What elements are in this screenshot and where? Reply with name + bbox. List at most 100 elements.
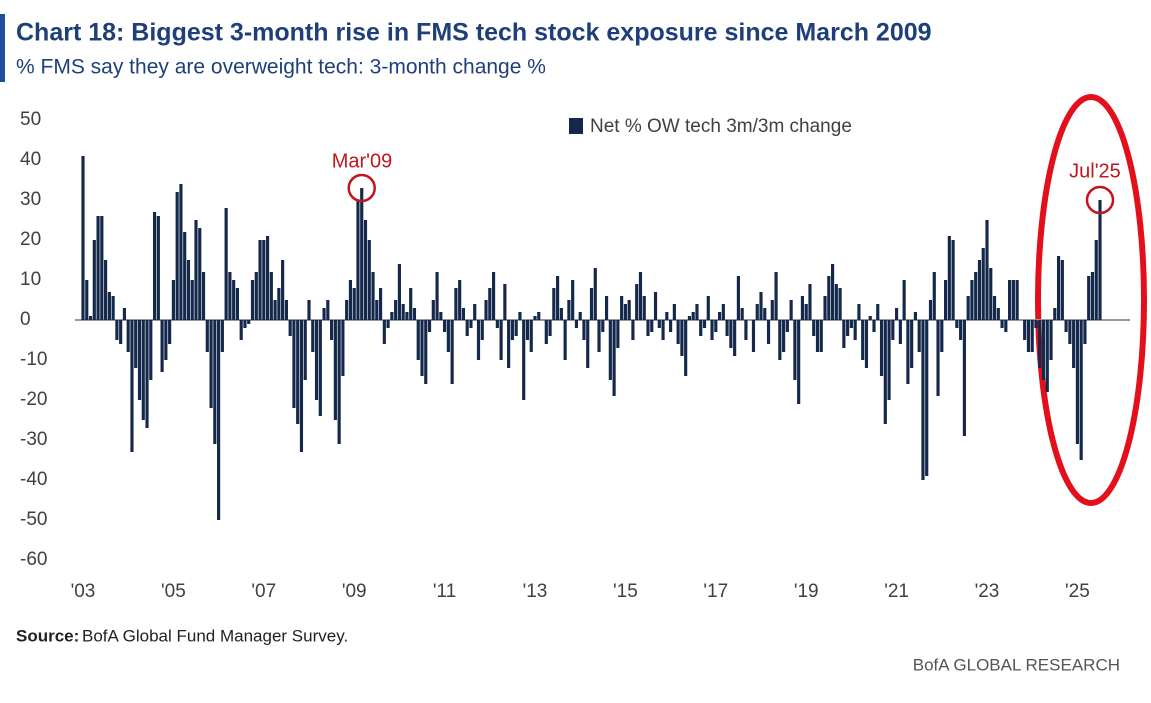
bar	[134, 320, 138, 368]
y-tick-label: 40	[20, 149, 41, 170]
bar	[676, 320, 680, 344]
bar	[604, 296, 609, 320]
bar	[906, 320, 910, 384]
bar	[405, 312, 409, 320]
bar	[247, 320, 251, 324]
bar	[846, 320, 850, 336]
bar	[928, 300, 933, 320]
bar	[443, 320, 447, 332]
bar	[544, 320, 548, 344]
bar	[857, 304, 861, 320]
bar	[465, 320, 469, 336]
bar	[522, 320, 526, 400]
bar	[940, 320, 944, 352]
bar	[1041, 320, 1046, 380]
bar	[687, 316, 692, 320]
bar	[797, 320, 801, 404]
bar	[378, 288, 383, 320]
bar	[152, 212, 157, 320]
bar	[770, 300, 774, 320]
bar	[363, 220, 368, 320]
bar	[250, 280, 255, 320]
bar	[488, 288, 492, 320]
bar	[420, 320, 424, 376]
bar	[684, 320, 688, 376]
bar	[635, 284, 639, 320]
x-tick-label: '19	[794, 581, 819, 602]
bar	[872, 320, 876, 332]
bar	[386, 320, 390, 328]
bar	[277, 288, 281, 320]
bar	[815, 320, 820, 352]
bar	[793, 320, 797, 380]
bar	[232, 280, 236, 320]
bar	[925, 320, 929, 476]
bar	[341, 320, 345, 376]
bar	[985, 220, 989, 320]
bar	[461, 308, 466, 320]
bar	[126, 320, 130, 352]
chart-title: Chart 18: Biggest 3-month rise in FMS te…	[16, 19, 932, 47]
brand: BofA GLOBAL RESEARCH	[913, 655, 1120, 674]
bar	[299, 320, 304, 452]
x-tick-label: '23	[975, 581, 1000, 602]
bar	[721, 304, 725, 320]
bar	[333, 320, 337, 420]
y-tick-label: 10	[20, 269, 41, 290]
x-tick-label: '25	[1065, 581, 1090, 602]
bar	[401, 304, 405, 320]
y-tick-label: -10	[20, 349, 47, 370]
bar	[947, 236, 951, 320]
bar	[262, 240, 266, 320]
y-tick-label: -20	[20, 389, 47, 410]
bar	[834, 284, 838, 320]
bar	[88, 316, 93, 320]
bar	[879, 320, 884, 376]
bar	[597, 320, 601, 352]
bar	[1034, 320, 1038, 328]
bar	[409, 288, 413, 320]
bar	[650, 320, 654, 332]
bar	[292, 320, 296, 408]
bar	[1090, 272, 1095, 320]
bar	[702, 320, 707, 328]
bar	[228, 272, 232, 320]
bar	[563, 320, 567, 360]
bar	[397, 264, 401, 320]
x-tick-label: '21	[884, 581, 909, 602]
bar	[830, 264, 835, 320]
bar	[733, 320, 737, 356]
bar	[977, 260, 982, 320]
bar	[992, 296, 997, 320]
bar	[714, 320, 718, 332]
y-tick-label: 0	[20, 309, 31, 330]
bar	[955, 320, 959, 328]
x-tick-label: '07	[251, 581, 276, 602]
source: BofA Global Fund Manager Survey.	[82, 626, 348, 645]
bar	[665, 312, 669, 320]
bar	[744, 320, 748, 340]
bar	[657, 320, 661, 328]
bar	[424, 320, 428, 384]
bar	[582, 320, 586, 340]
bar	[974, 272, 978, 320]
bar	[966, 296, 970, 320]
bar	[296, 320, 300, 424]
bar	[220, 320, 224, 352]
bar	[92, 240, 96, 320]
source-label: Source:	[16, 626, 79, 645]
bar	[314, 320, 319, 400]
bar	[736, 276, 740, 320]
bar	[1015, 280, 1019, 320]
bar	[529, 320, 533, 352]
x-tick-label: '09	[342, 581, 367, 602]
bar	[669, 320, 673, 332]
bar	[141, 320, 145, 420]
bar	[917, 320, 921, 352]
bar	[537, 312, 541, 320]
bar	[1083, 320, 1087, 344]
bar	[932, 272, 936, 320]
bar	[394, 300, 398, 320]
bar	[661, 320, 665, 340]
